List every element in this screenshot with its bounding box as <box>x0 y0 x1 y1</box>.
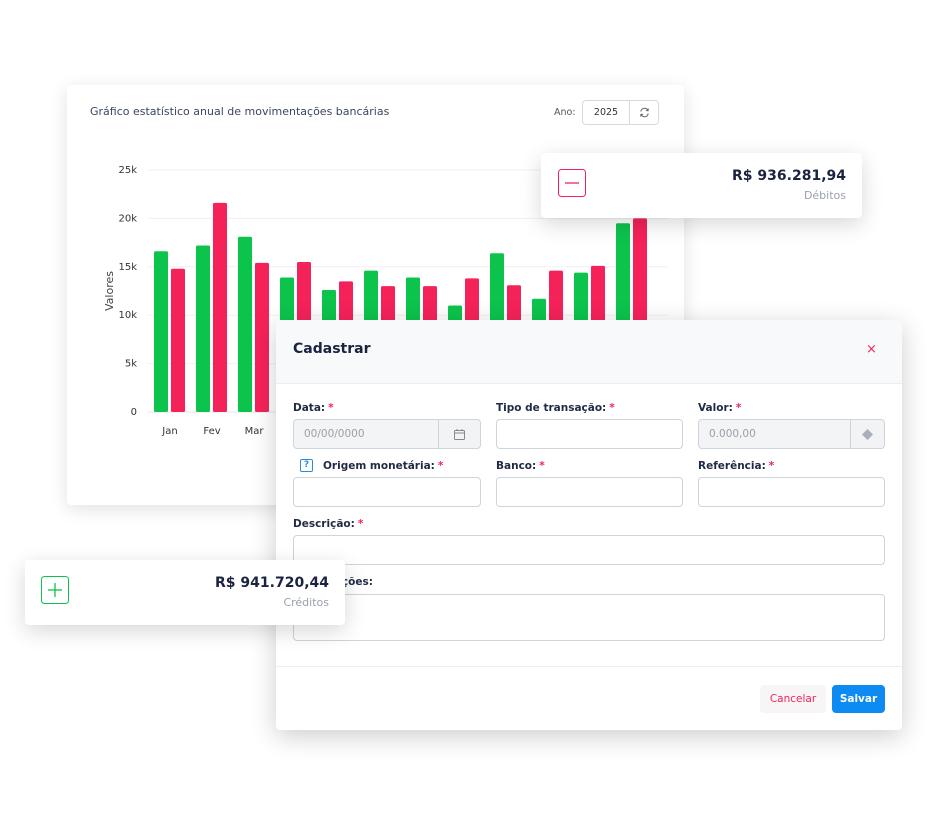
bar <box>171 268 185 412</box>
label-text: Banco: <box>496 460 537 472</box>
required-mark: * <box>539 460 545 472</box>
y-tick-label: 15k <box>118 262 137 273</box>
value-input[interactable]: 0.000,00 <box>698 419 885 449</box>
field-label: Valor: * <box>698 402 741 414</box>
y-tick-label: 0 <box>131 407 137 418</box>
field-label: Tipo de transação: * <box>496 402 615 414</box>
calendar-icon <box>454 429 465 440</box>
x-tick-label: Fev <box>203 426 220 437</box>
field-label: Descrição: * <box>293 518 363 530</box>
label-text: Referência: <box>698 460 766 472</box>
x-tick-label: Jan <box>161 426 177 437</box>
field-label: Banco: * <box>496 460 545 472</box>
modal-title: Cadastrar <box>293 341 371 357</box>
value-addon <box>850 420 884 448</box>
date-input[interactable]: 00/00/0000 <box>293 419 481 449</box>
reference-input[interactable] <box>698 477 885 507</box>
field-label: Origem monetária: * <box>323 460 443 472</box>
help-icon[interactable]: ? <box>300 459 313 472</box>
credits-amount: R$ 941.720,44 <box>215 575 329 591</box>
required-mark: * <box>328 402 334 414</box>
bar <box>196 245 210 412</box>
refresh-button[interactable] <box>639 107 650 118</box>
calendar-addon[interactable] <box>438 420 480 448</box>
value-icon <box>862 429 873 440</box>
label-text: Data: <box>293 402 326 414</box>
origin-input[interactable] <box>293 477 481 507</box>
field-label: Referência: * <box>698 460 774 472</box>
modal-header <box>276 320 902 384</box>
year-selector[interactable]: 2025 <box>582 100 659 125</box>
year-label: Ano: <box>554 107 576 118</box>
bar <box>154 251 168 412</box>
credit-icon <box>41 576 69 604</box>
close-button[interactable]: × <box>866 342 877 357</box>
bar <box>255 262 269 412</box>
debits-label: Débitos <box>803 189 846 202</box>
label-text: Descrição: <box>293 518 355 530</box>
y-tick-label: 25k <box>118 165 137 176</box>
label-text: Tipo de transação: <box>496 402 607 414</box>
y-tick-label: 10k <box>118 310 137 321</box>
debits-amount: R$ 936.281,94 <box>732 168 846 184</box>
description-input[interactable] <box>293 535 885 565</box>
required-mark: * <box>357 518 364 530</box>
y-tick-label: 5k <box>125 359 137 370</box>
chart-title: Gráfico estatístico anual de movimentaçõ… <box>90 105 390 118</box>
required-mark: * <box>437 460 444 472</box>
bar <box>213 202 227 412</box>
debits-card: R$ 936.281,94 Débitos <box>541 153 862 218</box>
credits-card: R$ 941.720,44 Créditos <box>25 560 345 625</box>
notes-textarea[interactable] <box>293 594 885 641</box>
year-value[interactable]: 2025 <box>583 101 630 124</box>
y-tick-label: 20k <box>118 213 137 224</box>
required-mark: * <box>609 402 615 414</box>
required-mark: * <box>768 460 775 472</box>
required-mark: * <box>735 402 742 414</box>
bar <box>238 236 252 412</box>
credits-label: Créditos <box>283 596 329 609</box>
y-axis-label: Valores <box>103 271 116 311</box>
cancel-button[interactable]: Cancelar <box>760 685 826 713</box>
x-tick-label: Mar <box>245 426 265 437</box>
placeholder: 0.000,00 <box>709 428 756 440</box>
label-text: Valor: <box>698 402 733 414</box>
debit-icon <box>558 169 586 197</box>
placeholder: 00/00/0000 <box>304 428 365 440</box>
modal: Cadastrar × Data: * Tipo de transação: * V… <box>276 320 902 730</box>
save-button[interactable]: Salvar <box>832 685 885 713</box>
type-input[interactable] <box>496 419 683 449</box>
field-label: Data: * <box>293 402 334 414</box>
divider <box>276 666 902 667</box>
bank-input[interactable] <box>496 477 683 507</box>
label-text: Origem monetária: <box>323 460 435 472</box>
